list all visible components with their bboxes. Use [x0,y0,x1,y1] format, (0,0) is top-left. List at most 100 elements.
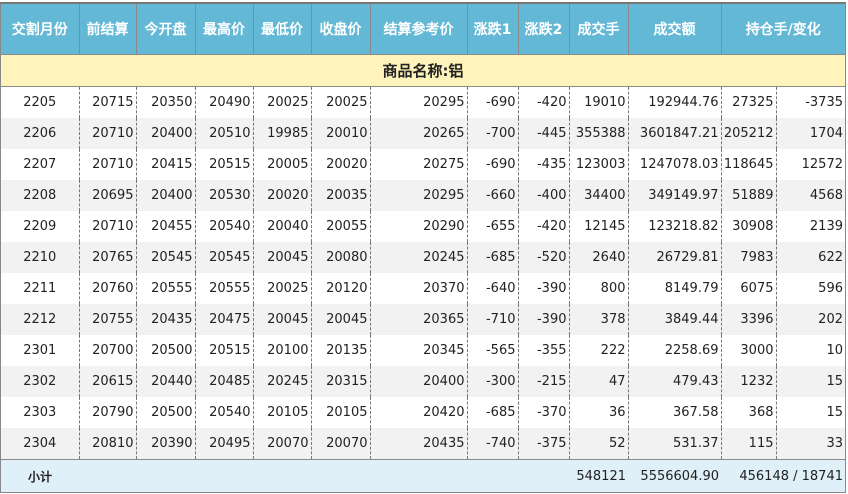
table-cell: 20510 [195,118,254,149]
table-cell: 2304 [1,428,80,460]
table-cell: 2139 [809,219,843,234]
table-cell: 47 [569,366,629,397]
table-cell: 15 [776,366,845,397]
table-cell: 20025 [253,86,312,118]
table-cell: 20545 [195,242,254,273]
table-cell: 368 [721,397,777,428]
subtotal-open-interest: 456148 / 18741 [721,459,845,492]
table-cell: 20435 [370,428,468,460]
table-cell: -660 [467,180,519,211]
table-cell: 20490 [195,86,254,118]
table-row[interactable]: 2303 20790 20500 20540 20105 20105 20420 -685 -3… [1,397,845,428]
table-cell: 2207 [1,149,80,180]
table-cell: -740 [467,428,519,460]
col-header-open[interactable]: 今开盘 [136,4,196,55]
table-cell: 20315 [311,366,371,397]
table-cell: 20055 [311,211,371,242]
table-cell: 800 [569,273,629,304]
table-cell: 20400 [136,180,196,211]
col-header-low[interactable]: 最低价 [253,4,312,55]
table-cell: 20515 [195,149,254,180]
table-cell: 20715 [79,86,137,118]
table-cell: 20710 [79,211,137,242]
table-cell: 349149.97 [628,180,722,211]
col-header-prev-settle[interactable]: 前结算 [79,4,137,55]
table-row[interactable]: 2302 20615 20440 20485 20245 20315 20400 -300 -2… [1,366,845,397]
table-row[interactable]: 2212 20755 20435 20475 20045 20045 20365 -710 -3… [1,304,845,335]
table-cell: 20350 [136,86,196,118]
table-cell: 19010 [569,86,629,118]
table-cell: 20080 [311,242,371,273]
table-cell: 1247078.03 [628,149,722,180]
table-row[interactable]: 2209 20710 20455 20540 20040 20055 20290 -655 -4… [1,211,845,242]
table-cell: 2258.69 [628,335,722,366]
table-row[interactable]: 2211 20760 20555 20555 20025 20120 20370 -640 -3… [1,273,845,304]
group-label: 商品名称:铝 [1,54,845,87]
table-cell: 123218.82 [628,211,722,242]
table-cell: 33 [776,428,845,460]
col-header-high[interactable]: 最高价 [195,4,254,55]
table-cell: 20105 [253,397,312,428]
table-cell: 367.58 [628,397,722,428]
col-header-change2[interactable]: 涨跌2 [518,4,570,55]
table-cell: 20790 [79,397,137,428]
table-row[interactable]: 2208 20695 20400 20530 20020 20035 20295 -660 -4… [1,180,845,211]
table-cell: 20455 [136,211,196,242]
table-cell: -370 [518,397,570,428]
table-cell: 20020 [311,149,371,180]
table-cell: 222 [569,335,629,366]
table-cell: 12145 [569,211,629,242]
table-cell: 20700 [79,335,137,366]
col-header-volume[interactable]: 成交手 [569,4,629,55]
table-row[interactable]: 2205 20715 20350 20490 20025 20025 20295 -690 -4… [1,86,845,118]
col-header-change1[interactable]: 涨跌1 [467,4,519,55]
table-cell: 3601847.21 [628,118,722,149]
table-cell: 27325 [721,86,777,118]
table-cell: 20105 [311,397,371,428]
table-cell: -700 [467,118,519,149]
table-cell: 2212 [1,304,80,335]
table-cell: -655 [467,211,519,242]
table-cell: 20760 [79,273,137,304]
table-cell: -375 [518,428,570,460]
table-row[interactable]: 2206 20710 20400 20510 19985 20010 20265 -700 -4… [1,118,845,149]
table-row[interactable]: 2301 20700 20500 20515 20100 20135 20345 -565 -3… [1,335,845,366]
group-row: 商品名称:铝 [1,54,845,87]
table-cell: -420 [518,211,570,242]
table-cell: 2302 [1,366,80,397]
table-cell: 20135 [311,335,371,366]
table-row[interactable]: 2207 20710 20415 20515 20005 20020 20275 -690 -4… [1,149,845,180]
table-cell: 355388 [569,118,629,149]
table-cell: 36 [569,397,629,428]
table-row[interactable]: 2304 20810 20390 20495 20070 20070 20435 -740 -3… [1,428,845,460]
table-cell: 30908 [721,211,777,242]
table-cell: 4568 [776,180,845,211]
table-cell: 20040 [253,211,312,242]
table-cell: 20035 [311,180,371,211]
table-cell: -685 [467,397,519,428]
table-cell: 10 [826,343,843,358]
table-cell: -390 [518,273,570,304]
table-cell: 20290 [370,211,468,242]
col-header-close[interactable]: 收盘价 [311,4,371,55]
col-header-open-interest[interactable]: 持仓手/变化 [721,4,845,55]
table-cell: 2301 [1,335,80,366]
table-cell: 20555 [136,273,196,304]
table-cell: 20010 [311,118,371,149]
table-row[interactable]: 2210 20765 20545 20545 20045 20080 20245 -685 -5… [1,242,845,273]
table-cell: 20070 [253,428,312,460]
table-cell: 20500 [136,335,196,366]
table-cell: -420 [518,86,570,118]
col-header-settle-ref[interactable]: 结算参考价 [370,4,468,55]
table-cell: 20555 [195,273,254,304]
table-cell: 118645 [721,149,777,180]
table-cell: 20390 [136,428,196,460]
subtotal-volume: 548121 [569,459,628,492]
table-cell: 20025 [311,86,371,118]
table-cell: -435 [518,149,570,180]
table-cell: 20365 [370,304,468,335]
table-cell: 20810 [79,428,137,460]
col-header-delivery-month[interactable]: 交割月份 [1,4,80,55]
table-cell: 2640 [569,242,629,273]
col-header-turnover[interactable]: 成交额 [628,4,722,55]
